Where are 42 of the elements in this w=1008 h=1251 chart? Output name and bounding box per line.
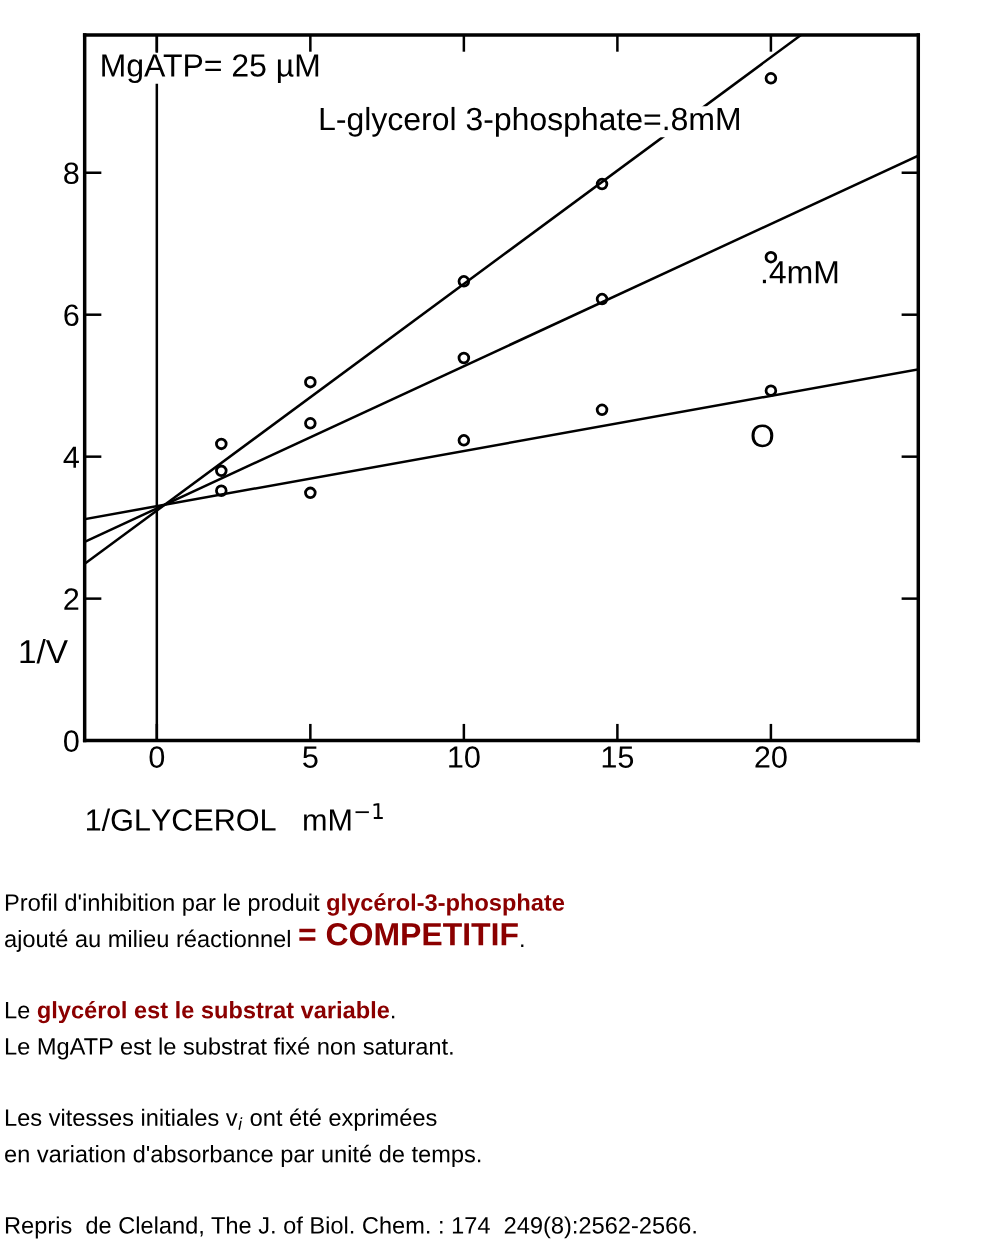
point (595, 177, 609, 191)
y-tick-label: 0 (64, 730, 79, 752)
point (595, 292, 609, 306)
annotation: O (751, 424, 774, 448)
text: . (391, 1015, 395, 1019)
text: Profil d'inhibition par le produit (5, 893, 320, 916)
text: Repris de Cleland, The J. of Biol. Chem. : 174 249(8):2562-2566. (5, 1216, 696, 1239)
point (215, 437, 228, 451)
point (457, 275, 471, 288)
text: ajouté au milieu réactionnel (5, 929, 290, 952)
point (457, 351, 471, 365)
point (764, 384, 778, 397)
x-tick-label: 20 (755, 746, 787, 768)
text: . (521, 944, 524, 948)
text: = COMPETITIF (299, 922, 518, 946)
text: Les vitesses initiales v$_{i}$ ont été exprimées (5, 1108, 437, 1131)
point (215, 464, 228, 478)
y-tick-label: 2 (64, 588, 79, 610)
x-tick-label: 0 (149, 746, 165, 768)
point (304, 486, 317, 500)
y-axis-title: 1/V (20, 638, 68, 664)
x-tick-label: 15 (602, 746, 634, 768)
point (304, 375, 317, 389)
y-tick-label: 4 (63, 446, 79, 468)
x-axis-title: 1/GLYCEROL mM$^{−1}$ (87, 803, 383, 831)
annotation: .4mM (762, 261, 838, 284)
y-tick-label: 8 (64, 162, 79, 185)
point (595, 403, 609, 417)
point (304, 417, 317, 430)
point (215, 484, 228, 497)
y-tick-label: 6 (64, 304, 79, 327)
text: glycérol-3-phosphate (327, 893, 565, 916)
annotation: MgATP= 25 µM (102, 54, 319, 84)
text: en variation d'absorbance par unité de temps. (5, 1144, 481, 1168)
point (764, 72, 778, 85)
x-tick-label: 10 (449, 746, 480, 768)
text: Le MgATP est le substrat fixé non saturant. (5, 1037, 453, 1060)
x-tick-label: 5 (303, 746, 318, 768)
point (457, 434, 471, 447)
text: glycérol est le substrat variable (37, 1000, 390, 1024)
annotation: L-glycerol 3-phosphate=.8mM (320, 106, 739, 137)
text: Le (5, 1002, 30, 1019)
